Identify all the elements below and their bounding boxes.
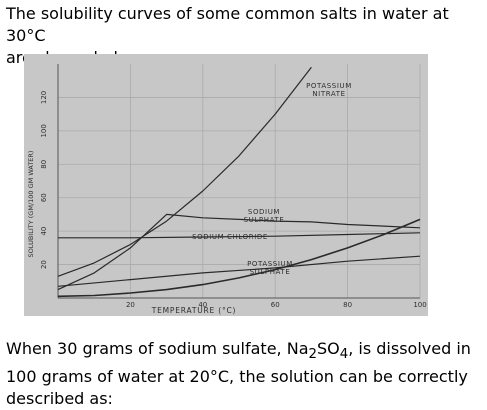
y-tick-label: 100 xyxy=(40,124,48,137)
y-tick-label: 40 xyxy=(40,227,48,236)
y-tick-label: 120 xyxy=(40,91,48,104)
x-tick-label: 100 xyxy=(413,301,426,309)
label-sodium-sulphate: SODIUM SULPHATE xyxy=(244,208,285,224)
y-tick-label: 80 xyxy=(40,160,48,169)
label-sodium-chloride: SODIUM CHLORIDE xyxy=(192,233,268,241)
x-tick-label: 60 xyxy=(271,301,280,309)
x-tick-label: 20 xyxy=(126,301,135,309)
formula-subscript-4: 4 xyxy=(340,347,348,362)
question-prompt: When 30 grams of sodium sulfate, Na2SO4,… xyxy=(6,338,482,410)
solubility-chart: 20 40 60 80 100 20 40 60 80 100 120 TEMPERATURE (°C… xyxy=(24,54,428,316)
x-tick-label: 80 xyxy=(343,301,352,309)
label-potassium-sulphate: POTASSIUM SULPHATE xyxy=(247,260,293,276)
y-tick-label: 60 xyxy=(40,193,48,202)
formula-subscript-2: 2 xyxy=(309,347,317,362)
x-axis-label: TEMPERATURE (°C) xyxy=(151,306,237,315)
prompt-text-start: When 30 grams of sodium sulfate, Na xyxy=(6,339,309,358)
y-tick-label: 20 xyxy=(40,260,48,269)
prompt-formula-so: SO xyxy=(317,339,340,358)
y-axis-label: SOLUBILITY (GM/100 GM WATER) xyxy=(27,151,35,258)
question-intro-line1: The solubility curves of some common sal… xyxy=(6,4,449,45)
label-potassium-nitrate: POTASSIUM NITRATE xyxy=(306,82,352,98)
